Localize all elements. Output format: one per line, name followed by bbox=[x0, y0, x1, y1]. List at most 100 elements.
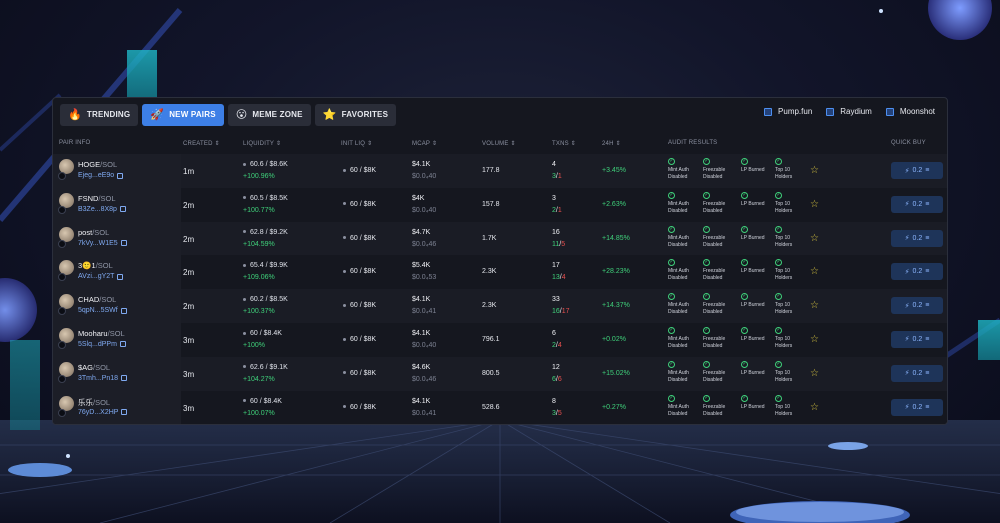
check-circle-icon: ✓ bbox=[741, 293, 748, 301]
col-txns[interactable]: TXNS ⇕ bbox=[552, 141, 576, 147]
mcap-value: $4.7K bbox=[412, 228, 431, 236]
audit-label: Top 10 Holders bbox=[775, 335, 793, 349]
quick-buy-button[interactable]: ⚡ 0.2 ≡ bbox=[891, 364, 943, 382]
favorite-star-icon[interactable]: ☆ bbox=[810, 333, 819, 345]
pair-symbol[interactable]: 乐乐/SOL bbox=[78, 397, 110, 408]
token-address[interactable]: 76yD...X2HP bbox=[78, 409, 128, 416]
pair-info-cell bbox=[53, 390, 181, 424]
col-created[interactable]: CREATED ⇕ bbox=[183, 141, 220, 147]
token-address[interactable]: 5Slq...dPPm bbox=[78, 341, 126, 348]
check-circle-icon: ✓ bbox=[668, 191, 675, 199]
col-24h[interactable]: 24H ⇕ bbox=[602, 141, 621, 147]
col-init-liq[interactable]: INIT LIQ ⇕ bbox=[341, 141, 373, 147]
table-row[interactable]: 3🙂1/SOL AVzi...gY2T 2m 65.4 / $9.9K +109.06%… bbox=[53, 255, 947, 290]
checkbox-icon[interactable] bbox=[885, 107, 894, 116]
pair-symbol[interactable]: HOGE/SOL bbox=[78, 160, 117, 169]
buys-sells: 13/4 bbox=[552, 274, 566, 282]
audit-label: LP Burned bbox=[741, 200, 765, 207]
favorite-star-icon[interactable]: ☆ bbox=[810, 232, 819, 244]
table-row[interactable]: post/SOL 7kVy...W1E5 2m 62.8 / $9.2K +104.59… bbox=[53, 221, 947, 256]
init-liq: 60 / $8K bbox=[343, 370, 376, 377]
token-address[interactable]: 5qpN...5SWf bbox=[78, 307, 127, 314]
token-address[interactable]: B3Ze...8X8p bbox=[78, 206, 126, 213]
table-row[interactable]: 乐乐/SOL 76yD...X2HP 3m 60 / $8.4K +100.07% 60 … bbox=[53, 390, 947, 424]
quick-buy-button[interactable]: ⚡ 0.2 ≡ bbox=[891, 229, 943, 247]
token-address[interactable]: Ejeg...eE9o bbox=[78, 172, 124, 179]
init-liq: 60 / $8K bbox=[343, 404, 376, 411]
liquidity-change: +104.59% bbox=[243, 240, 275, 248]
liquidity-value: 60.2 / $8.5K bbox=[243, 296, 288, 303]
audit-item: ✓ LP Burned bbox=[741, 326, 777, 343]
token-address[interactable]: 3Tmh...Pn18 bbox=[78, 375, 128, 382]
filter-raydium[interactable]: Raydium bbox=[826, 107, 872, 116]
copy-icon[interactable] bbox=[119, 206, 126, 213]
copy-icon[interactable] bbox=[119, 341, 126, 348]
copy-icon[interactable] bbox=[121, 409, 128, 416]
lightning-icon: ⚡ bbox=[904, 235, 910, 243]
audit-item: ✓ Mint Auth Disabled bbox=[668, 259, 704, 282]
pair-symbol[interactable]: post/SOL bbox=[78, 228, 109, 237]
quick-buy-button[interactable]: ⚡ 0.2 ≡ bbox=[891, 162, 943, 179]
pair-info-cell bbox=[53, 187, 181, 222]
token-name: 3🙂1 bbox=[78, 261, 96, 271]
volume-value: 157.8 bbox=[482, 200, 500, 208]
face-icon: 😮 bbox=[235, 109, 248, 121]
checkbox-icon[interactable] bbox=[826, 107, 835, 116]
quick-buy-button[interactable]: ⚡ 0.2 ≡ bbox=[891, 195, 943, 213]
txns-count: 8 bbox=[552, 397, 556, 405]
liquidity-value: 60.6 / $8.6K bbox=[243, 161, 288, 168]
favorite-star-icon[interactable]: ☆ bbox=[810, 367, 819, 379]
favorite-star-icon[interactable]: ☆ bbox=[810, 266, 819, 278]
token-address[interactable]: AVzi...gY2T bbox=[78, 273, 124, 280]
filter-moonshot[interactable]: Moonshot bbox=[885, 107, 935, 116]
quick-buy-button[interactable]: ⚡ 0.2 ≡ bbox=[891, 398, 943, 416]
tab-favorites[interactable]: ⭐ FAVORITES bbox=[314, 103, 397, 126]
copy-icon[interactable] bbox=[117, 172, 124, 179]
pair-symbol[interactable]: Mooharu/SOL bbox=[78, 329, 125, 338]
favorite-star-icon[interactable]: ☆ bbox=[810, 300, 819, 312]
tab-new-pairs[interactable]: 🚀 NEW PAIRS bbox=[142, 103, 224, 126]
copy-icon[interactable] bbox=[117, 273, 124, 280]
quick-buy-button[interactable]: ⚡ 0.2 ≡ bbox=[891, 330, 943, 348]
check-circle-icon: ✓ bbox=[668, 394, 675, 402]
favorite-star-icon[interactable]: ☆ bbox=[810, 165, 819, 176]
filter-pumpfun[interactable]: Pump.fun bbox=[764, 107, 812, 116]
audit-label: Freezable Disabled bbox=[703, 302, 726, 316]
token-address[interactable]: 7kVy...W1E5 bbox=[78, 240, 127, 247]
tab-trending[interactable]: 🔥 TRENDING bbox=[60, 103, 139, 126]
tab-meme-zone[interactable]: 😮 MEME ZONE bbox=[227, 103, 311, 126]
table-row[interactable]: FSND/SOL B3Ze...8X8p 2m 60.5 / $8.5K +100.77… bbox=[53, 187, 947, 222]
init-liq-text: 60 / $8K bbox=[350, 234, 377, 242]
col-volume[interactable]: VOLUME ⇕ bbox=[482, 141, 516, 147]
quick-buy-button[interactable]: ⚡ 0.2 ≡ bbox=[891, 263, 943, 281]
pair-info-cell bbox=[53, 221, 181, 256]
sol-icon bbox=[243, 230, 246, 234]
audit-label: Mint Auth Disabled bbox=[668, 369, 689, 383]
pair-symbol[interactable]: CHAD/SOL bbox=[78, 295, 116, 304]
sol-icon bbox=[243, 196, 246, 200]
audit-item: ✓ LP Burned bbox=[741, 293, 777, 309]
table-row[interactable]: Mooharu/SOL 5Slq...dPPm 3m 60 / $8.4K +100% 6… bbox=[53, 322, 947, 357]
pair-symbol[interactable]: $AG/SOL bbox=[78, 363, 110, 372]
col-mcap[interactable]: MCAP ⇕ bbox=[412, 141, 438, 147]
checkbox-icon[interactable] bbox=[764, 107, 773, 116]
audit-item: ✓ Mint Auth Disabled bbox=[668, 158, 704, 181]
table-row[interactable]: HOGE/SOL Ejeg...eE9o 1m 60.6 / $8.6K +100.96… bbox=[53, 154, 947, 188]
change-24h: +0.02% bbox=[602, 335, 626, 343]
table-row[interactable]: $AG/SOL 3Tmh...Pn18 3m 62.6 / $9.1K +104.27%… bbox=[53, 356, 947, 391]
quote-symbol: /SOL bbox=[99, 295, 117, 305]
pair-symbol[interactable]: 3🙂1/SOL bbox=[78, 261, 113, 270]
col-liquidity[interactable]: LIQUIDITY ⇕ bbox=[243, 141, 282, 147]
copy-icon[interactable] bbox=[120, 240, 127, 247]
copy-icon[interactable] bbox=[120, 307, 127, 314]
init-liq: 60 / $8K bbox=[343, 201, 376, 208]
favorite-star-icon[interactable]: ☆ bbox=[810, 198, 819, 210]
audit-label: Mint Auth Disabled bbox=[668, 268, 689, 282]
quick-buy-button[interactable]: ⚡ 0.2 ≡ bbox=[891, 297, 943, 315]
pair-symbol[interactable]: FSND/SOL bbox=[78, 194, 116, 203]
table-row[interactable]: CHAD/SOL 5qpN...5SWf 2m 60.2 / $8.5K +100.37… bbox=[53, 289, 947, 323]
sells-count: 1 bbox=[557, 173, 562, 180]
liquidity-text: 65.4 / $9.9K bbox=[250, 262, 288, 270]
copy-icon[interactable] bbox=[121, 375, 128, 382]
favorite-star-icon[interactable]: ☆ bbox=[810, 401, 819, 413]
